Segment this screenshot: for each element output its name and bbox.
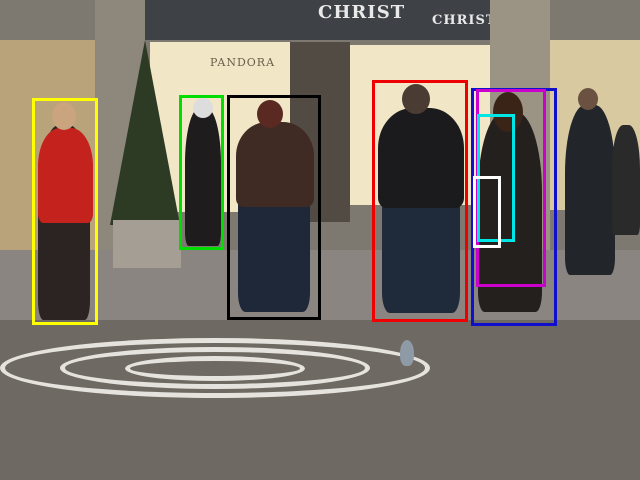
- store-sign-main: CHRIST: [318, 2, 406, 23]
- head-background-right: [578, 88, 598, 110]
- topiary-tree: [110, 40, 180, 225]
- mosaic-ring-inner: [125, 356, 305, 381]
- person-background-right: [565, 105, 615, 275]
- detection-box-black: [227, 95, 321, 320]
- person-far-right: [612, 125, 640, 235]
- head-brown-jacket: [257, 100, 283, 128]
- head-red-jacket: [52, 102, 76, 130]
- store-sign-secondary: CHRIST: [432, 13, 497, 28]
- head-window: [193, 98, 213, 118]
- detection-box-white: [473, 176, 501, 248]
- mosaic-ring-outer: [0, 338, 430, 398]
- window-text: PANDORA: [210, 56, 276, 69]
- shop-fascia: [145, 0, 490, 40]
- brown-jacket: [236, 122, 314, 207]
- person-long-hair: [478, 112, 542, 312]
- detection-box-green: [179, 95, 224, 250]
- pigeon: [400, 340, 414, 366]
- planter-box: [113, 220, 181, 268]
- head-black-hoodie: [402, 84, 430, 114]
- head-long-hair: [493, 92, 523, 132]
- person-window: [185, 108, 221, 246]
- black-hoodie: [378, 108, 464, 208]
- red-jacket: [38, 128, 93, 223]
- mosaic-ring-middle: [60, 347, 370, 389]
- detection-box-red: [372, 80, 468, 322]
- detection-box-yellow: [32, 98, 98, 325]
